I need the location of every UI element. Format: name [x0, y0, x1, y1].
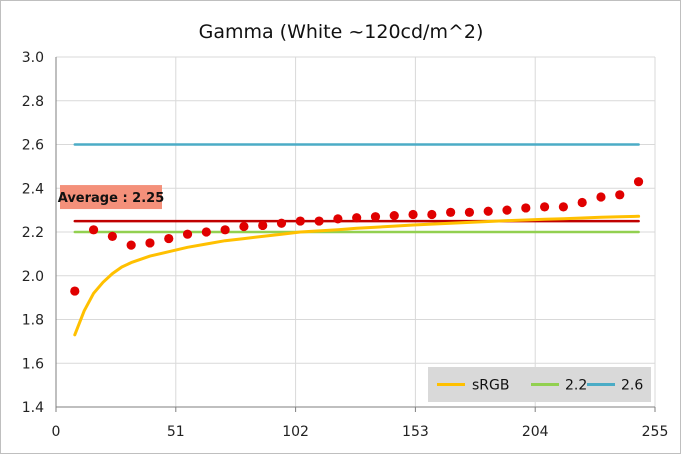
- measured-point: [220, 225, 230, 235]
- measured-point: [182, 229, 193, 239]
- measured-point: [352, 213, 362, 223]
- x-tick-label: 153: [402, 424, 429, 440]
- legend: sRGB 2.2 2.6: [428, 367, 651, 402]
- x-tick-label: 51: [167, 424, 185, 440]
- y-tick-label: 2.2: [22, 225, 44, 241]
- average-label-box: [60, 185, 162, 210]
- x-tick-label: 102: [282, 424, 309, 440]
- measured-point: [258, 220, 268, 231]
- measured-point: [126, 240, 136, 250]
- measured-point: [70, 286, 80, 296]
- measured-point: [314, 216, 324, 226]
- measured-point: [239, 221, 249, 232]
- measured-point: [389, 210, 399, 221]
- measured-point: [88, 225, 99, 235]
- series: [70, 143, 644, 337]
- y-tick-label: 1.8: [22, 313, 44, 329]
- average-annotation: Average : 2.25: [58, 185, 165, 210]
- x-tick-label: 255: [642, 424, 669, 440]
- y-tick-label: 2.8: [22, 94, 44, 110]
- measured-point: [295, 216, 305, 226]
- measured-point: [446, 207, 456, 217]
- measured-point: [333, 214, 343, 224]
- measured-point: [596, 192, 606, 202]
- measured-point: [483, 206, 493, 216]
- series-line-srgb: [73, 214, 641, 337]
- measured-point: [107, 231, 117, 241]
- measured-point: [370, 212, 381, 222]
- legend-label-2-2: 2.2: [565, 378, 587, 394]
- chart-title: Gamma (White ~120cd/m^2): [199, 21, 484, 43]
- measured-point: [577, 197, 587, 208]
- measured-point: [276, 218, 287, 228]
- legend-label-srgb: sRGB: [472, 378, 509, 394]
- measured-point: [615, 190, 625, 200]
- y-tick-label: 2.0: [22, 269, 44, 285]
- y-tick-label: 1.4: [22, 400, 44, 416]
- x-tick-label: 0: [52, 424, 61, 440]
- measured-point: [539, 202, 550, 212]
- legend-label-2-6: 2.6: [621, 378, 643, 394]
- y-tick-label: 3.0: [22, 50, 44, 66]
- y-tick-label: 2.4: [22, 181, 44, 197]
- measured-point: [164, 233, 174, 244]
- measured-point: [201, 227, 211, 237]
- measured-point: [145, 238, 155, 248]
- measured-point: [502, 205, 512, 215]
- measured-point: [558, 202, 568, 212]
- measured-point: [633, 177, 644, 187]
- measured-point: [521, 203, 531, 213]
- axes: 1.4 1.6 1.8 2.0 2.2 2.4 2.6 2.8 3.0 0 51 102 153 204 2…: [22, 50, 669, 440]
- average-label: Average : 2.25: [58, 191, 165, 206]
- measured-point: [408, 209, 418, 220]
- measured-point: [427, 209, 437, 220]
- measured-point: [464, 207, 475, 217]
- y-tick-label: 1.6: [22, 356, 44, 372]
- x-tick-label: 204: [522, 424, 549, 440]
- y-tick-label: 2.6: [22, 138, 44, 154]
